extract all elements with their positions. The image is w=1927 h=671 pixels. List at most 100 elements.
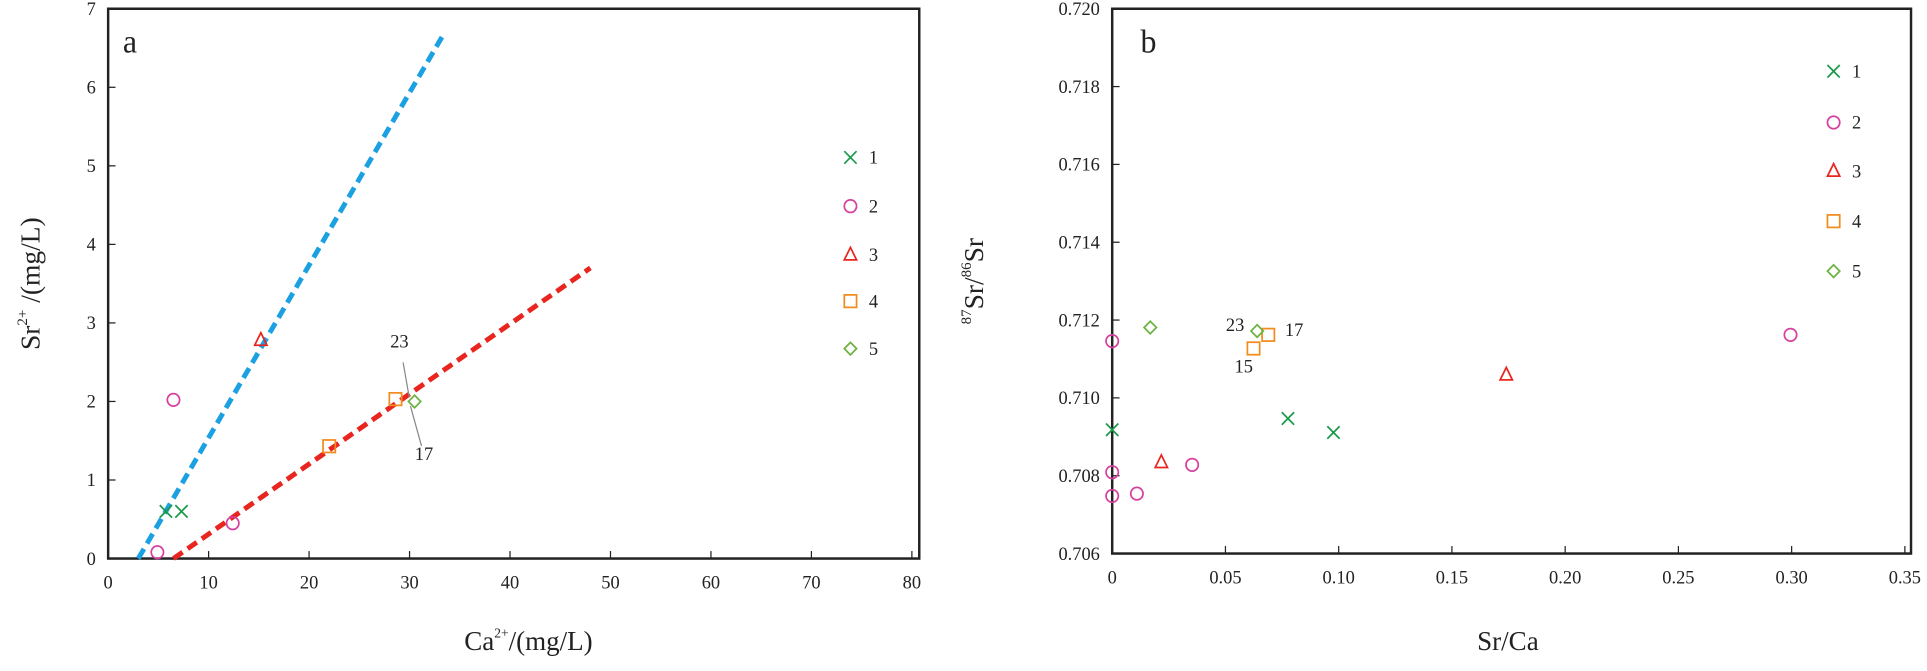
marker (1826, 214, 1841, 229)
x-axis-label-part: Sr/Ca (1477, 626, 1539, 656)
trend-line (136, 31, 447, 560)
legend-label: 4 (869, 291, 878, 312)
panel-label: a (123, 23, 137, 59)
marker (843, 199, 858, 214)
x-tick-label: 0 (1108, 567, 1117, 588)
y-tick-label: 6 (87, 77, 96, 98)
panel-label: b (1140, 23, 1156, 59)
marker (1129, 486, 1144, 501)
x-tick-label: 10 (199, 572, 217, 593)
annotation: 15 (1234, 356, 1252, 377)
marker (843, 341, 858, 357)
legend-label: 2 (869, 196, 878, 217)
marker-stroke (1281, 411, 1295, 426)
y-tick-label: 0.710 (1058, 388, 1099, 409)
marker (322, 439, 337, 454)
y-axis-label: Sr2+ /(mg/L) (15, 217, 45, 350)
x-tick-label: 80 (903, 572, 921, 593)
legend-label: 1 (1852, 61, 1861, 82)
marker (166, 392, 181, 408)
leader-line (402, 362, 410, 398)
legend-label: 5 (1852, 261, 1861, 282)
marker-stroke (1105, 422, 1119, 437)
y-tick-label: 0 (87, 549, 96, 570)
marker (843, 150, 858, 165)
y-tick-label: 0.718 (1058, 77, 1099, 98)
legend-label: 4 (1852, 211, 1861, 232)
marker (1783, 327, 1798, 342)
y-axis-label-part: 86 (959, 262, 975, 277)
x-tick-label: 0 (104, 572, 113, 593)
y-tick-label: 5 (87, 156, 96, 177)
marker (1105, 333, 1120, 349)
x-tick-label: 50 (601, 572, 619, 593)
legend-label: 1 (869, 148, 878, 169)
marker (1105, 422, 1119, 437)
marker (150, 545, 165, 560)
x-tick-label: 70 (802, 572, 820, 593)
x-axis-label: Ca2+/(mg/L) (464, 625, 592, 656)
marker (1498, 365, 1514, 381)
y-axis-label-part: Sr (16, 326, 46, 350)
y-tick-label: 0.712 (1058, 310, 1099, 331)
y-axis-label-part: Sr (959, 238, 989, 262)
legend-label: 3 (1852, 161, 1861, 182)
marker-stroke (159, 504, 173, 519)
y-tick-label: 0.706 (1058, 544, 1099, 565)
marker (388, 391, 403, 407)
y-tick-label: 1 (87, 470, 96, 491)
annotation: 23 (390, 331, 408, 352)
x-tick-label: 0.10 (1323, 567, 1355, 588)
x-axis-label-part: Ca (464, 626, 494, 656)
x-tick-label: 0.30 (1776, 567, 1808, 588)
marker (1246, 341, 1261, 356)
marker-stroke (1826, 64, 1841, 79)
marker (1826, 115, 1841, 130)
annotation: 17 (1285, 320, 1303, 341)
marker (159, 504, 173, 519)
marker (407, 393, 422, 409)
marker (1153, 453, 1169, 469)
marker (1826, 64, 1841, 79)
marker (1826, 263, 1841, 279)
legend-label: 2 (1852, 113, 1861, 134)
x-tick-label: 20 (300, 572, 318, 593)
x-tick-label: 40 (501, 572, 519, 593)
y-tick-label: 0.720 (1058, 0, 1099, 20)
y-axis-label-part: 2+ (15, 310, 31, 326)
x-tick-label: 0.05 (1209, 567, 1241, 588)
marker-stroke (1326, 425, 1341, 440)
plot-frame (1110, 7, 1913, 555)
trend-line (172, 265, 592, 561)
marker (1261, 327, 1276, 342)
y-tick-label: 4 (87, 234, 96, 255)
x-tick-label: 0.35 (1889, 567, 1921, 588)
marker (1185, 457, 1200, 472)
marker (253, 330, 269, 347)
marker (174, 504, 189, 519)
marker (1105, 465, 1120, 480)
plot-frame (106, 7, 921, 560)
marker (1249, 323, 1265, 339)
marker (1142, 319, 1158, 335)
x-axis-label-part: 2+ (494, 625, 509, 640)
x-axis-label-part: /(mg/L) (509, 626, 593, 656)
annotation: 17 (415, 444, 433, 465)
y-tick-label: 0.716 (1058, 155, 1099, 176)
annotation: 23 (1226, 315, 1244, 336)
y-axis-label-part: Sr/ (959, 277, 989, 309)
x-axis-label: Sr/Ca (1477, 626, 1539, 656)
x-tick-label: 0.20 (1549, 567, 1581, 588)
y-tick-label: 7 (87, 0, 96, 20)
marker (1105, 488, 1120, 504)
x-tick-label: 30 (400, 572, 418, 593)
marker (843, 294, 858, 309)
legend-label: 3 (869, 245, 878, 266)
x-tick-label: 0.15 (1436, 567, 1468, 588)
x-tick-label: 0.25 (1662, 567, 1694, 588)
y-tick-label: 0.708 (1058, 466, 1099, 487)
legend-label: 5 (869, 339, 878, 360)
marker-stroke (843, 150, 858, 165)
